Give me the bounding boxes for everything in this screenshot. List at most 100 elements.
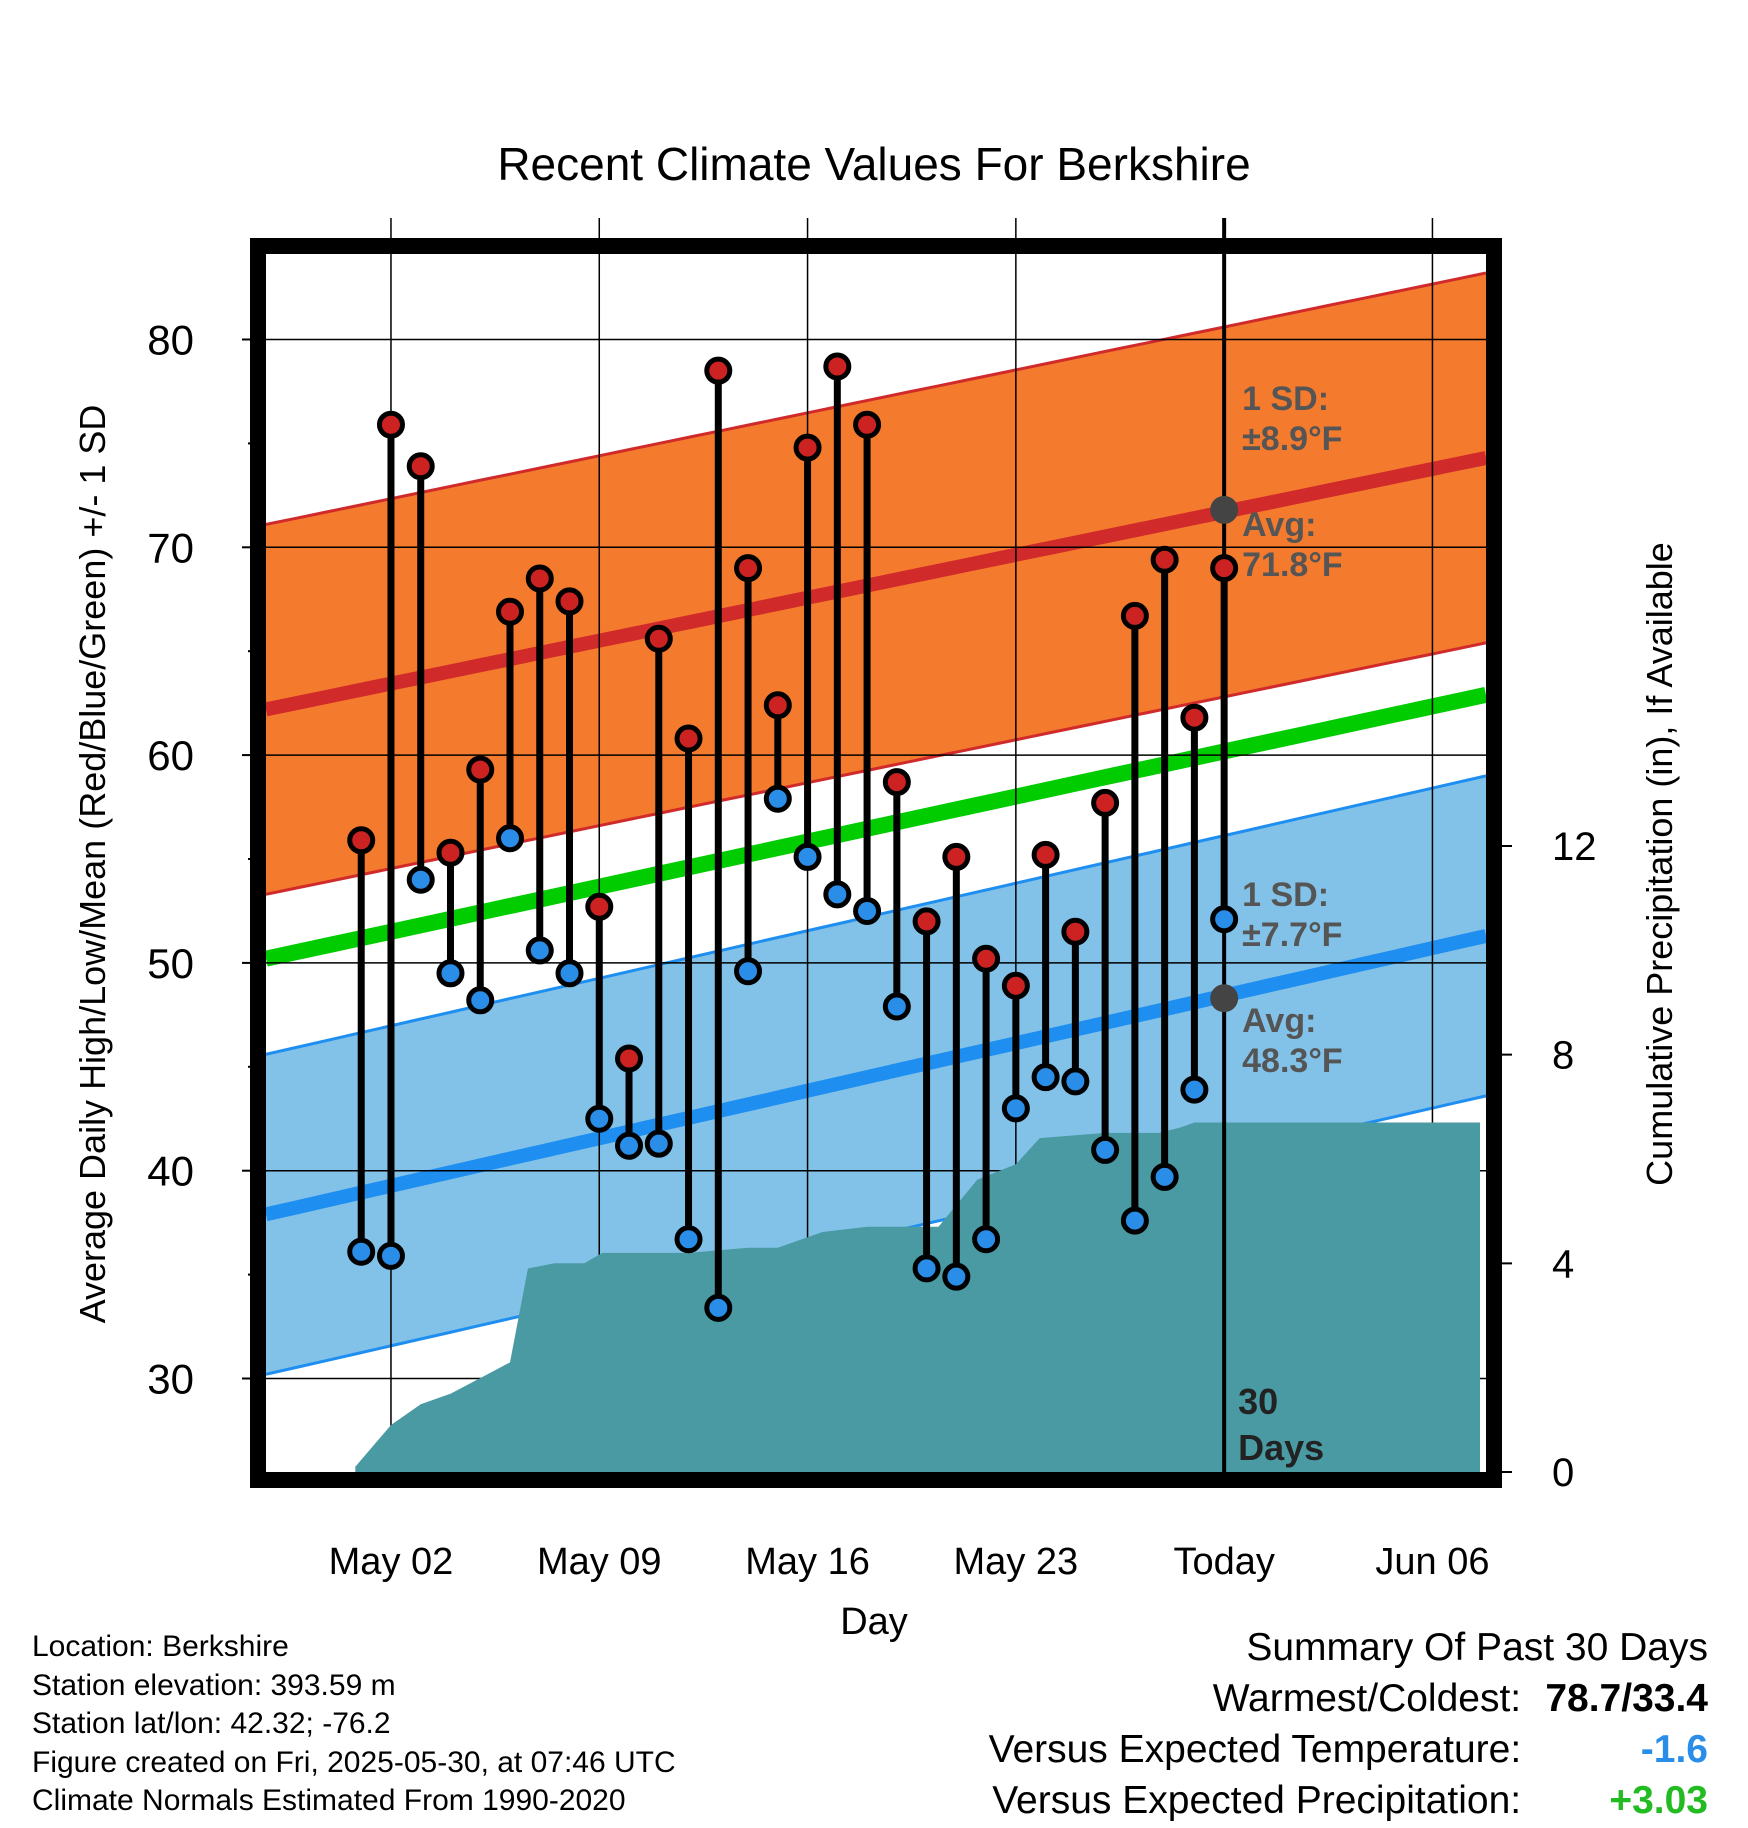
x-tick-label: May 09 (537, 1541, 662, 1583)
x-axis-label: Day (840, 1601, 908, 1643)
high-temp-point (347, 826, 376, 855)
high-temp-point (1180, 703, 1209, 732)
low-temp-point (1120, 1206, 1149, 1235)
high-temp-point (406, 452, 435, 481)
elevation-text: Station elevation: 393.59 m (32, 1668, 396, 1702)
low-temp-point (1061, 1067, 1090, 1096)
low-temp-point (882, 992, 911, 1021)
high-temp-point (972, 944, 1001, 973)
y-axis-label: Average Daily High/Low/Mean (Red/Blue/Gr… (72, 405, 113, 1324)
high-temp-point (704, 356, 733, 385)
high-band-top-edge (266, 271, 1486, 526)
y2-tick-label: 0 (1552, 1451, 1574, 1495)
high-temp-point (823, 352, 852, 381)
high-temp-point (942, 842, 971, 871)
station-info: Location: Berkshire Station elevation: 3… (32, 1628, 676, 1821)
days-label-line-2: Days (1238, 1427, 1324, 1468)
summary-precip-row: Versus Expected Precipitation: +3.03 (989, 1775, 1708, 1826)
high-temp-point (882, 768, 911, 797)
high-temp-point (1120, 601, 1149, 630)
low-temp-point (1150, 1162, 1179, 1191)
low-temp-point (1091, 1135, 1120, 1164)
low-temp-point (644, 1129, 673, 1158)
high-temp-point (1001, 971, 1030, 1000)
high-avg-label-line-2: 71.8°F (1242, 546, 1343, 584)
y2-tick-label: 4 (1552, 1242, 1574, 1286)
low-temp-point (912, 1254, 941, 1283)
precip-cumulative-area (355, 1122, 1480, 1472)
high-temp-point (1031, 840, 1060, 869)
low-temp-point (704, 1293, 733, 1322)
y-tick-label: 70 (147, 524, 194, 571)
high-temp-point (1091, 788, 1120, 817)
high-avg-label-line-1: Avg: (1242, 506, 1316, 544)
low-avg-label-line-2: 48.3°F (1242, 1042, 1343, 1080)
high-temp-point (496, 597, 524, 626)
low-temp-point (466, 986, 495, 1015)
precip-value: +3.03 (1609, 1779, 1708, 1822)
today-high-normal-dot (1210, 495, 1239, 524)
y-tick-label: 40 (147, 1148, 194, 1195)
mean-normal-line (266, 686, 1486, 967)
low-temp-point (1031, 1063, 1060, 1092)
y2-tick-label: 8 (1552, 1034, 1574, 1078)
low-temp-point (763, 784, 792, 813)
warmest-label: Warmest/Coldest: (1212, 1677, 1522, 1720)
today-low-normal-dot (1210, 984, 1239, 1013)
low-normal-line (266, 929, 1486, 1222)
y-tick-label: 80 (147, 317, 194, 364)
high-temp-point (555, 587, 584, 616)
x-tick-label: May 23 (954, 1541, 1079, 1583)
y2-axis-label: Cumulative Precipitation (in), If Availa… (1639, 542, 1680, 1186)
normals-period-text: Climate Normals Estimated From 1990-2020 (32, 1784, 626, 1817)
y-tick-label: 60 (147, 732, 194, 779)
low-temp-point (942, 1262, 971, 1291)
low-temp-point (585, 1104, 614, 1133)
chart-title: Recent Climate Values For Berkshire (497, 138, 1250, 190)
y-tick-label: 30 (147, 1355, 194, 1402)
location-text: Location: Berkshire (32, 1630, 289, 1663)
precipitation-area (355, 1122, 1480, 1472)
low-temp-point (674, 1225, 703, 1254)
high-temp-point (644, 624, 673, 653)
low-temp-point (615, 1131, 644, 1160)
observations (347, 352, 1239, 1322)
x-tick-label: May 02 (329, 1541, 454, 1583)
y2-tick-label: 12 (1552, 825, 1597, 869)
low-temp-point (555, 959, 584, 988)
summary-panel: Summary Of Past 30 Days Warmest/Coldest:… (989, 1622, 1708, 1826)
summary-warmest-row: Warmest/Coldest: 78.7/33.4 (989, 1673, 1708, 1724)
high-temp-point (466, 755, 495, 784)
x-tick-label: May 16 (745, 1541, 870, 1583)
low-temp-point (376, 1241, 405, 1270)
created-text: Figure created on Fri, 2025-05-30, at 07… (32, 1745, 676, 1779)
summary-heading: Summary Of Past 30 Days (1246, 1626, 1708, 1669)
high-temp-point (376, 410, 405, 439)
high-sd-label-line-2: ±8.9°F (1242, 420, 1342, 458)
low-temp-point (525, 936, 554, 965)
high-temp-point (615, 1044, 644, 1073)
temp-label: Versus Expected Temperature: (988, 1728, 1522, 1771)
low-temp-point (1210, 905, 1239, 934)
high-band-bottom-edge (266, 641, 1486, 896)
low-temp-point (1001, 1094, 1030, 1123)
low-temp-point (347, 1237, 376, 1266)
summary-temp-row: Versus Expected Temperature: -1.6 (989, 1724, 1708, 1775)
days-label-line-1: 30 (1238, 1381, 1278, 1422)
low-temp-point (793, 842, 822, 871)
low-temp-point (734, 957, 763, 986)
low-avg-label-line-1: Avg: (1242, 1002, 1316, 1040)
latlon-text: Station lat/lon: 42.32; -76.2 (32, 1707, 391, 1740)
high-temp-point (1150, 545, 1179, 574)
y-axis-left: 30 40 50 60 70 80 (147, 317, 258, 1402)
low-sd-label-line-1: 1 SD: (1242, 876, 1329, 914)
plot-frame (250, 238, 1502, 1488)
low-sd-label-line-2: ±7.7°F (1242, 916, 1342, 954)
high-temp-point (734, 554, 763, 583)
low-temp-point (406, 865, 435, 894)
temp-value: -1.6 (1640, 1728, 1708, 1771)
high-temp-point (763, 691, 792, 720)
low-temp-point (972, 1225, 1001, 1254)
